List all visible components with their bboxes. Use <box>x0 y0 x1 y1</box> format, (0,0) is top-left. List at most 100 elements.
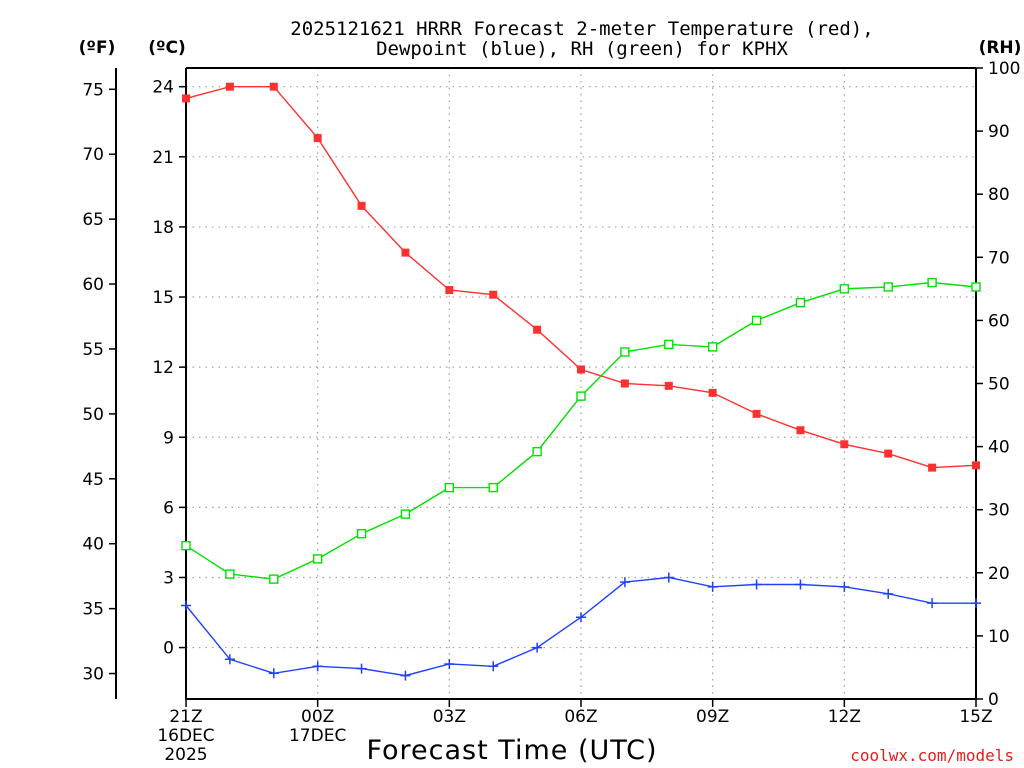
chart-title-line-1: 2025121621 HRRR Forecast 2-meter Tempera… <box>290 18 873 40</box>
x-tick-label: 21Z <box>169 707 202 727</box>
temperature-point <box>357 201 366 210</box>
rh-point <box>532 446 542 457</box>
dewpoint-point <box>444 658 455 669</box>
rh-point <box>795 298 806 308</box>
rh-unit-label: (RH) <box>979 38 1022 58</box>
celsius-tick-label: 0 <box>163 639 174 659</box>
temperature-point <box>928 463 937 472</box>
fahrenheit-tick-label: 65 <box>82 210 104 230</box>
rh-tick-label: 60 <box>988 311 1010 331</box>
celsius-unit-label: (ºC) <box>148 38 186 58</box>
dewpoint-point <box>663 572 674 583</box>
temperature-point <box>225 82 234 91</box>
rh-tick-label: 90 <box>988 122 1010 142</box>
dewpoint-point <box>181 600 191 611</box>
temperature-point <box>664 381 673 390</box>
dewpoint-point <box>576 612 586 623</box>
celsius-tick-label: 18 <box>152 218 174 238</box>
temperature-point <box>489 290 498 299</box>
dewpoint-point <box>532 642 543 653</box>
dewpoint-point <box>971 598 981 609</box>
x-tick-date-label: 16DEC <box>157 726 214 746</box>
rh-point <box>269 574 279 584</box>
temperature-point <box>182 94 190 103</box>
x-tick-label: 06Z <box>564 707 597 727</box>
fahrenheit-unit-label: (ºF) <box>79 38 116 58</box>
rh-point <box>971 282 981 292</box>
temperature-point <box>269 82 278 91</box>
rh-tick-label: 50 <box>988 375 1010 395</box>
temperature-point <box>884 449 893 458</box>
dewpoint-point <box>795 579 806 590</box>
fahrenheit-tick-label: 40 <box>82 535 104 555</box>
rh-point <box>225 569 235 579</box>
temperature-point <box>840 440 849 449</box>
fahrenheit-tick-label: 70 <box>82 145 104 165</box>
chart-title-line-2: Dewpoint (blue), RH (green) for KPHX <box>376 38 788 60</box>
rh-point <box>664 339 674 350</box>
rh-tick-label: 100 <box>988 59 1020 79</box>
temperature-point <box>972 461 980 470</box>
dewpoint-point <box>488 661 499 672</box>
temperature-point <box>401 248 410 257</box>
dewpoint-point <box>312 661 323 672</box>
rh-point <box>751 315 762 326</box>
fahrenheit-tick-label: 75 <box>82 80 104 100</box>
x-tick-label: 09Z <box>696 707 729 727</box>
axes: 30 35 40 45 50 55 60 65 70 75 0 3 6 9 12 15 18 21 24 0 10 20 3… <box>82 59 1020 765</box>
dewpoint-point <box>883 588 894 599</box>
rh-tick-label: 70 <box>988 248 1010 268</box>
celsius-tick-label: 12 <box>152 358 174 378</box>
data-series <box>181 82 981 681</box>
rh-point <box>620 347 630 357</box>
x-axis-label: Forecast Time (UTC) <box>366 735 657 766</box>
fahrenheit-tick-label: 55 <box>82 340 104 360</box>
rh-point <box>927 277 937 288</box>
fahrenheit-tick-label: 45 <box>82 470 104 490</box>
dewpoint-point <box>839 581 850 592</box>
dewpoint-point <box>751 579 762 590</box>
fahrenheit-tick-label: 30 <box>82 665 104 685</box>
celsius-tick-label: 24 <box>152 78 174 98</box>
rh-point <box>707 342 718 352</box>
celsius-tick-label: 6 <box>163 498 174 518</box>
rh-tick-label: 30 <box>988 501 1010 521</box>
temperature-point <box>533 325 542 334</box>
temperature-point <box>313 134 322 143</box>
fahrenheit-tick-label: 50 <box>82 405 104 425</box>
rh-point <box>488 482 498 493</box>
rh-point <box>312 554 323 564</box>
dewpoint-point <box>619 577 630 588</box>
rh-tick-label: 40 <box>988 438 1010 458</box>
x-tick-label: 12Z <box>828 707 861 727</box>
dewpoint-point <box>927 598 938 609</box>
dewpoint-point <box>400 670 411 681</box>
dewpoint-point <box>268 668 279 679</box>
dewpoint-point <box>356 663 367 674</box>
rh-point <box>356 528 367 539</box>
celsius-tick-label: 9 <box>163 428 174 448</box>
dewpoint-point <box>224 654 235 665</box>
fahrenheit-tick-label: 60 <box>82 275 104 295</box>
temperature-point <box>445 286 454 295</box>
temperature-point <box>796 426 805 435</box>
celsius-tick-label: 21 <box>152 148 174 168</box>
rh-point <box>400 509 411 519</box>
rh-point <box>839 284 850 294</box>
fahrenheit-tick-label: 35 <box>82 600 104 620</box>
gridlines <box>186 68 976 699</box>
dewpoint-point <box>707 581 718 592</box>
x-tick-date-label: 17DEC <box>289 726 346 746</box>
rh-point <box>576 391 586 401</box>
rh-tick-label: 10 <box>988 627 1010 647</box>
temperature-point <box>708 388 717 397</box>
rh-tick-label: 20 <box>988 564 1010 584</box>
x-tick-label: 03Z <box>433 707 466 727</box>
temperature-point <box>577 365 585 374</box>
rh-point <box>181 540 191 551</box>
x-tick-label: 00Z <box>301 707 334 727</box>
temperature-point <box>620 379 629 388</box>
rh-tick-label: 0 <box>988 690 999 710</box>
celsius-tick-label: 3 <box>163 568 174 588</box>
